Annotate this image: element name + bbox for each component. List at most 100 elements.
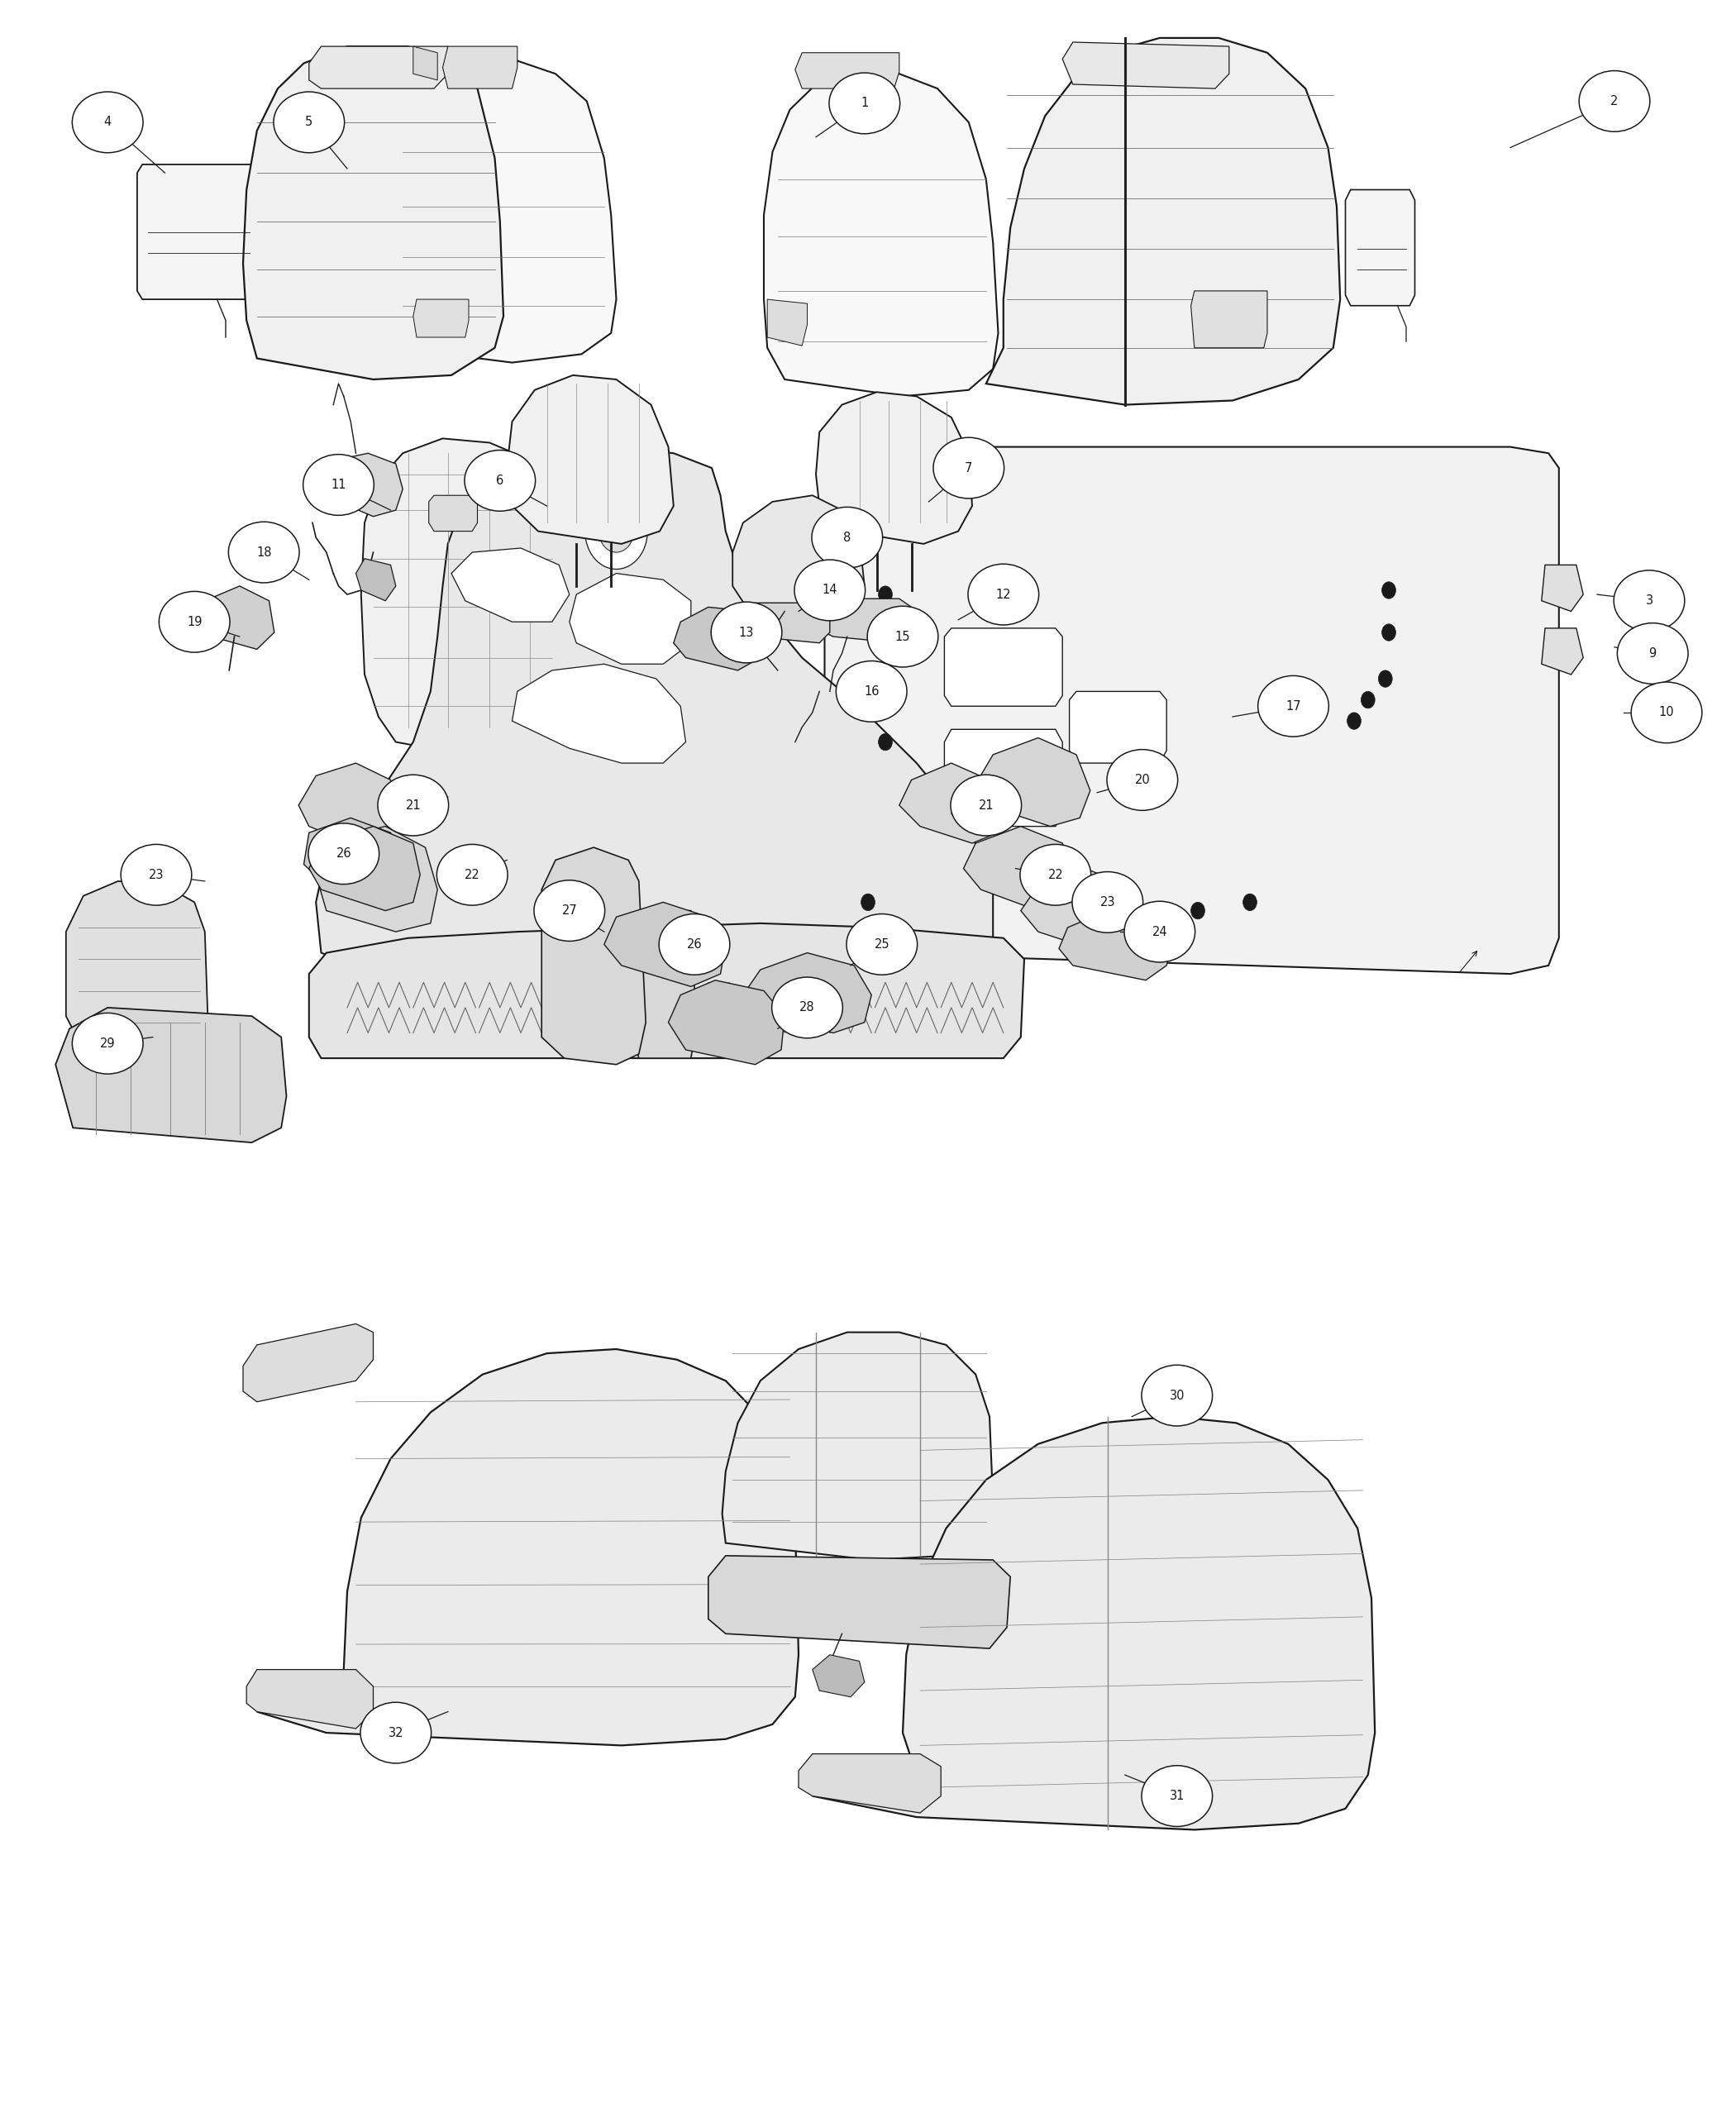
Polygon shape [316, 826, 437, 932]
Text: 21: 21 [406, 799, 420, 812]
Ellipse shape [847, 915, 917, 974]
Text: 11: 11 [332, 479, 345, 491]
Ellipse shape [951, 776, 1021, 835]
Polygon shape [816, 392, 972, 544]
Polygon shape [1542, 628, 1583, 675]
Ellipse shape [274, 93, 344, 152]
Polygon shape [569, 573, 691, 664]
Circle shape [1361, 691, 1375, 708]
Circle shape [585, 493, 648, 569]
Ellipse shape [837, 662, 906, 721]
Polygon shape [257, 1349, 799, 1745]
Text: 30: 30 [1170, 1389, 1184, 1402]
Polygon shape [413, 299, 469, 337]
Ellipse shape [1580, 72, 1649, 131]
Ellipse shape [1125, 902, 1194, 961]
Polygon shape [512, 664, 686, 763]
Polygon shape [733, 495, 865, 616]
Ellipse shape [73, 93, 142, 152]
Text: 31: 31 [1170, 1790, 1184, 1802]
Circle shape [878, 734, 892, 750]
Polygon shape [243, 1324, 373, 1402]
Polygon shape [542, 847, 646, 1065]
Text: 23: 23 [1101, 896, 1115, 909]
Text: 16: 16 [865, 685, 878, 698]
Ellipse shape [1632, 683, 1701, 742]
Polygon shape [604, 902, 726, 987]
Circle shape [878, 502, 892, 519]
Circle shape [861, 894, 875, 911]
Text: 21: 21 [979, 799, 993, 812]
Polygon shape [443, 46, 517, 89]
Circle shape [1347, 713, 1361, 729]
Polygon shape [825, 447, 1559, 974]
Text: 10: 10 [1660, 706, 1674, 719]
Polygon shape [56, 1008, 286, 1143]
Text: 26: 26 [337, 847, 351, 860]
Text: 22: 22 [465, 868, 479, 881]
Polygon shape [944, 729, 1062, 826]
Polygon shape [429, 495, 477, 531]
Text: 20: 20 [1135, 774, 1149, 786]
Polygon shape [1021, 868, 1142, 953]
Text: 3: 3 [1646, 594, 1653, 607]
Text: 27: 27 [562, 904, 576, 917]
Ellipse shape [812, 508, 882, 567]
Polygon shape [825, 599, 911, 643]
Polygon shape [309, 826, 420, 911]
Polygon shape [708, 1556, 1010, 1648]
Text: 5: 5 [306, 116, 312, 129]
Ellipse shape [309, 824, 378, 883]
Polygon shape [799, 1754, 941, 1813]
Polygon shape [356, 559, 396, 601]
Ellipse shape [73, 1014, 142, 1073]
Text: 28: 28 [800, 1001, 814, 1014]
Text: 13: 13 [740, 626, 753, 639]
Polygon shape [507, 375, 674, 544]
Ellipse shape [1614, 571, 1684, 630]
Polygon shape [1069, 691, 1167, 763]
Polygon shape [66, 881, 208, 1065]
Text: 26: 26 [687, 938, 701, 951]
Polygon shape [326, 453, 403, 516]
Polygon shape [1059, 911, 1172, 980]
Text: 2: 2 [1611, 95, 1618, 108]
Polygon shape [309, 46, 448, 89]
Polygon shape [451, 548, 569, 622]
Polygon shape [137, 164, 257, 299]
Polygon shape [1062, 42, 1229, 89]
Polygon shape [986, 38, 1340, 405]
Ellipse shape [712, 603, 781, 662]
Polygon shape [309, 923, 1024, 1058]
Circle shape [1243, 894, 1257, 911]
Polygon shape [963, 826, 1076, 911]
Polygon shape [205, 586, 274, 649]
Ellipse shape [229, 523, 299, 582]
Polygon shape [944, 628, 1062, 706]
Circle shape [1191, 902, 1205, 919]
Polygon shape [976, 738, 1090, 826]
Polygon shape [243, 46, 503, 379]
Polygon shape [299, 763, 399, 847]
Ellipse shape [437, 845, 507, 904]
Text: 24: 24 [1153, 925, 1167, 938]
Polygon shape [812, 1417, 1375, 1830]
Text: 18: 18 [257, 546, 271, 559]
Ellipse shape [868, 607, 937, 666]
Circle shape [1382, 582, 1396, 599]
Circle shape [878, 586, 892, 603]
Text: 23: 23 [149, 868, 163, 881]
Ellipse shape [1021, 845, 1090, 904]
Ellipse shape [969, 565, 1038, 624]
Text: 15: 15 [896, 630, 910, 643]
Ellipse shape [1259, 677, 1328, 736]
Ellipse shape [773, 978, 842, 1037]
Text: 6: 6 [496, 474, 503, 487]
Ellipse shape [1142, 1767, 1212, 1826]
Text: 1: 1 [861, 97, 868, 110]
Polygon shape [674, 607, 764, 670]
Polygon shape [391, 59, 616, 363]
Ellipse shape [361, 1703, 431, 1762]
Ellipse shape [1142, 1366, 1212, 1425]
Text: 29: 29 [101, 1037, 115, 1050]
